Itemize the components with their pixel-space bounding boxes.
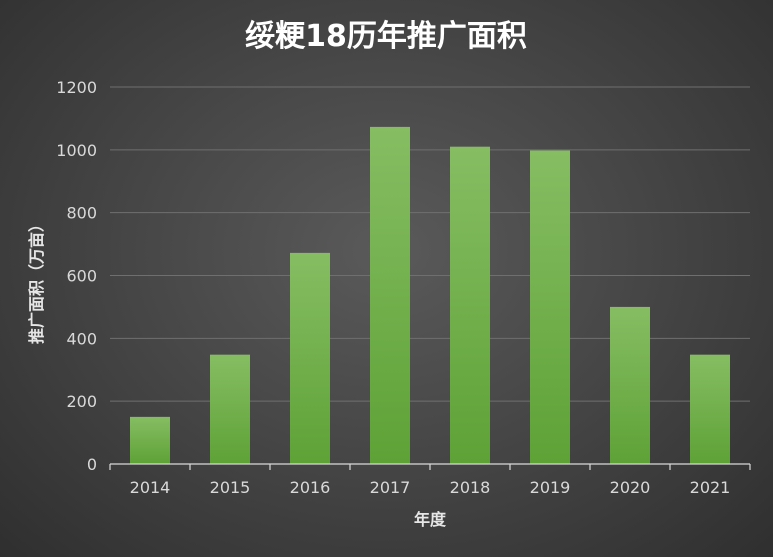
chart-title: 绥粳18历年推广面积 — [245, 19, 527, 54]
bars — [130, 126, 730, 465]
y-tick-label: 1000 — [56, 141, 97, 160]
x-axis-ticks: 2014 2015 2016 2017 2018 2019 2020 2021 — [109, 464, 751, 497]
y-tick-label: 800 — [66, 204, 97, 223]
bar-2018 — [450, 146, 490, 465]
x-tick-label: 2020 — [610, 478, 651, 497]
y-tick-label: 0 — [87, 455, 97, 474]
x-tick-label: 2018 — [450, 478, 491, 497]
y-tick-label: 1200 — [56, 78, 97, 97]
x-tick-label: 2019 — [530, 478, 571, 497]
bar-2017 — [370, 126, 410, 464]
x-tick-label: 2014 — [130, 478, 171, 497]
gridlines — [110, 86, 750, 402]
bar-2016 — [290, 252, 330, 464]
x-tick-label: 2016 — [290, 478, 331, 497]
bar-2021 — [690, 354, 730, 464]
bar-2015 — [210, 354, 250, 464]
bar-2014 — [130, 416, 170, 464]
x-tick-label: 2017 — [370, 478, 411, 497]
bar-2020 — [610, 306, 650, 464]
y-tick-label: 600 — [66, 267, 97, 286]
bar-2019 — [530, 150, 570, 464]
y-tick-label: 200 — [66, 392, 97, 411]
y-axis-ticks: 0 200 400 600 800 1000 1200 — [56, 78, 97, 474]
y-axis-label: 推广面积（万亩） — [27, 216, 46, 344]
y-tick-label: 400 — [66, 329, 97, 348]
x-tick-label: 2015 — [210, 478, 251, 497]
x-tick-label: 2021 — [690, 478, 731, 497]
x-axis-label: 年度 — [414, 510, 447, 529]
